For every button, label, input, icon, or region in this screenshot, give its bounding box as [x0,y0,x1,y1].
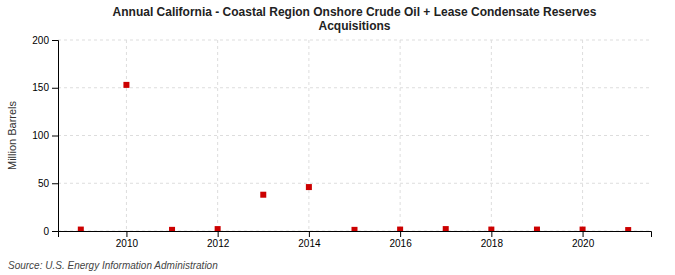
chart-container: 2010 2012 2014 2016 2018 2020 0 50 100 150 200 Annu… [0,0,675,275]
x-tick-label: 2014 [298,238,321,249]
point [625,227,631,231]
y-axis: 0 50 100 150 200 [32,35,58,237]
x-tick-mark [583,231,584,237]
y-tick-label: 50 [38,178,50,189]
marks [78,82,631,231]
point [260,192,266,198]
y-tick-mark [52,183,58,184]
y-tick: 200 [32,35,58,46]
chart: 2010 2012 2014 2016 2018 2020 0 50 100 150 200 Annu… [0,0,675,275]
point [78,227,84,231]
y-tick: 50 [38,178,58,189]
annotation: Source: U.S. Energy Information Administ… [8,260,218,271]
y-grid-line [58,87,651,88]
x-axis: 2010 2012 2014 2016 2018 2020 [59,231,652,249]
x-tick-mark [491,231,492,237]
x-tick-mark [400,231,401,237]
x-tick-label: 2012 [207,238,230,249]
x-grid-line [400,40,401,231]
plot-area: 2010 2012 2014 2016 2018 2020 0 50 100 150 200 [32,35,651,249]
y-grid-line [58,183,651,184]
x-tick: 2016 [389,231,412,249]
point [169,227,175,231]
x-tick: 2020 [572,231,595,249]
point [488,227,494,231]
y-tick-mark [52,231,58,232]
y-grid-line [58,135,651,136]
y-tick: 150 [32,82,58,93]
x-tick-label: 2016 [389,238,412,249]
point [534,227,540,231]
point [397,227,403,231]
x-grid-line [126,40,127,231]
x-tick-label: 2010 [116,238,139,249]
x-tick-label: 2020 [572,238,595,249]
point [352,227,358,231]
y-tick-label: 150 [32,82,49,93]
y-axis-line [52,41,59,232]
y-axis-label: Million Barrels [6,100,18,170]
x-grid-line [491,40,492,231]
y-tick: 0 [43,226,58,237]
x-tick-mark [126,231,127,237]
point [215,226,221,231]
y-tick-mark [52,88,58,89]
y-tick-mark [52,40,58,41]
point [443,226,449,231]
x-tick-mark [218,231,219,237]
x-tick-mark [309,231,310,237]
y-tick-label: 0 [43,226,49,237]
y-grid-line [58,40,651,41]
x-grid-line [582,40,583,231]
y-tick: 100 [32,130,58,141]
grid [58,40,651,231]
x-tick: 2018 [481,231,504,249]
point [580,227,586,231]
x-tick: 2014 [298,231,321,249]
title: Annual California - Coastal Region Onsho… [113,5,597,33]
y-tick-mark [52,136,58,137]
point [123,82,129,88]
x-grid-line [217,40,218,231]
x-tick-label: 2018 [481,238,504,249]
x-tick: 2012 [207,231,230,249]
y-tick-label: 100 [32,130,49,141]
point [306,184,312,190]
x-tick: 2010 [116,231,139,249]
y-tick-label: 200 [32,35,49,46]
x-grid-line [308,40,309,231]
x-axis-line [59,232,652,238]
